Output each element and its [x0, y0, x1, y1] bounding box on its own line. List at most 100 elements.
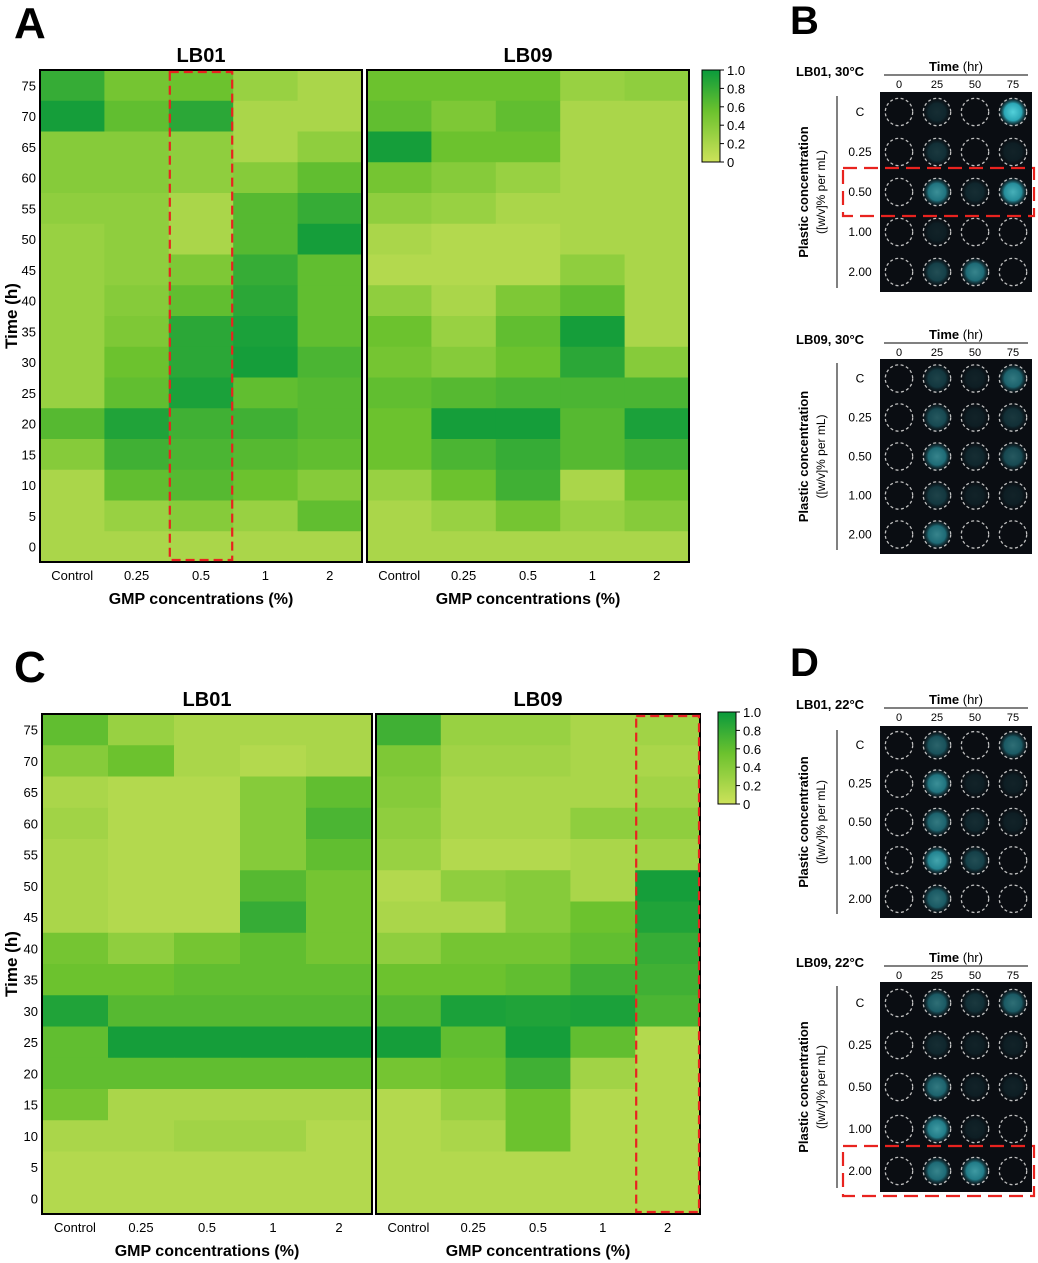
- heatmap-cell: [42, 964, 109, 996]
- heatmap-cell: [297, 131, 363, 163]
- heatmap-cell: [624, 408, 690, 440]
- heatmap-cell: [42, 1120, 109, 1152]
- heatmap-cell: [233, 469, 298, 501]
- y-tick-label: 35: [24, 973, 38, 988]
- heatmap-cell: [560, 500, 625, 532]
- colorbar-tick-label: 0.8: [743, 723, 761, 738]
- well: [884, 1114, 914, 1144]
- colorbar-tick-label: 0.6: [727, 100, 745, 115]
- heatmap-cell: [495, 70, 561, 102]
- well-fluorescence: [921, 883, 953, 915]
- x-tick-label: Control: [378, 568, 420, 583]
- colorbar: 1.0 0.8 0.6 0.4 0.2 0: [701, 63, 745, 170]
- colorbar-tick-label: 0.2: [727, 137, 745, 152]
- heatmap-cell: [560, 100, 625, 132]
- heatmap-cell: [367, 162, 432, 194]
- well: [884, 884, 914, 914]
- well-fluorescence: [959, 256, 991, 288]
- heatmap-cell: [240, 714, 307, 746]
- row-axis-subtitle: ([w/v]% per mL): [814, 1045, 828, 1129]
- heatmap-cell: [431, 439, 497, 471]
- y-tick-label: 40: [22, 294, 36, 309]
- heatmap-cell: [367, 408, 432, 440]
- time-label: 50: [969, 712, 981, 724]
- heatmap-cell: [505, 1089, 571, 1121]
- x-tick-label: 0.25: [128, 1220, 153, 1235]
- highlight-box: [841, 1144, 1036, 1198]
- y-tick-label: 30: [24, 1004, 38, 1019]
- heatmap-cell: [306, 1182, 373, 1215]
- heatmap-cell: [635, 745, 701, 777]
- well: [998, 988, 1028, 1018]
- well-fluorescence: [959, 440, 991, 473]
- heatmap-cell: [505, 901, 571, 934]
- well: [960, 1030, 990, 1060]
- heatmap-cell: [233, 223, 298, 255]
- heatmap-cell: [495, 131, 561, 163]
- x-axis-label: GMP concentrations (%): [436, 591, 621, 608]
- time-label: 75: [1007, 79, 1019, 91]
- heatmap-cell: [174, 870, 241, 902]
- colorbar-tick-label: 0.8: [727, 81, 745, 96]
- heatmap-cell: [168, 346, 234, 378]
- heatmap-cell: [495, 254, 561, 286]
- time-header: Time (hr): [929, 327, 983, 342]
- heatmap-cell: [306, 1057, 373, 1090]
- heatmap-frame: [39, 69, 363, 563]
- well-fluorescence: [959, 1029, 991, 1061]
- y-tick-label: 30: [22, 355, 36, 370]
- heatmap-cell: [174, 714, 241, 746]
- heatmap-cell: [431, 531, 497, 563]
- y-tick-label: 65: [22, 140, 36, 155]
- heatmap-cell: [376, 776, 442, 809]
- heatmap-cell: [560, 316, 625, 348]
- well: [922, 884, 952, 914]
- heatmap-cell: [376, 1057, 442, 1090]
- heatmap-cell: [570, 839, 636, 871]
- time-label: 25: [931, 79, 943, 91]
- heatmap-cell: [108, 776, 175, 809]
- well-fluorescence: [959, 844, 991, 877]
- heatmap-cell: [168, 162, 234, 194]
- x-axis-label: GMP concentrations (%): [115, 1243, 300, 1260]
- x-tick-label: Control: [51, 568, 93, 583]
- heatmap-cell: [297, 100, 363, 132]
- heatmap-cell: [297, 223, 363, 255]
- heatmap-cell: [108, 807, 175, 840]
- well-fluorescence: [959, 479, 991, 512]
- heatmap-cell: [306, 901, 373, 934]
- well: [960, 403, 990, 432]
- heatmap-cell: [168, 469, 234, 501]
- time-label: 50: [969, 79, 981, 91]
- well: [960, 442, 990, 471]
- heatmap-cell: [233, 531, 298, 563]
- heatmap-cell: [635, 1151, 701, 1184]
- heatmap-cell: [297, 408, 363, 440]
- well: [922, 217, 952, 247]
- heatmap-cell: [635, 1120, 701, 1152]
- heatmap-cell: [306, 807, 373, 840]
- heatmap-cell: [42, 1026, 109, 1059]
- well: [998, 481, 1028, 510]
- heatmap-cell: [174, 901, 241, 934]
- heatmap-cell: [440, 932, 506, 965]
- heatmap-cell: [505, 964, 571, 996]
- well: [998, 217, 1028, 247]
- y-tick-label: 45: [24, 910, 38, 925]
- heatmap-cell: [431, 193, 497, 225]
- well-fluorescence: [921, 96, 953, 128]
- row-label: 0.50: [848, 185, 872, 199]
- row-label: 2.00: [848, 892, 872, 906]
- heatmap-cell: [233, 500, 298, 532]
- heatmap-cell: [624, 223, 690, 255]
- panel-label-a: A: [14, 0, 46, 48]
- well-fluorescence: [921, 844, 953, 877]
- row-label: 0.25: [848, 777, 872, 791]
- heatmap-cell: [440, 839, 506, 871]
- heatmap-cell: [376, 1089, 442, 1121]
- y-tick-label: 20: [24, 1066, 38, 1081]
- heatmap-cell: [233, 100, 298, 132]
- heatmap-cell: [495, 100, 561, 132]
- heatmap-cell: [168, 439, 234, 471]
